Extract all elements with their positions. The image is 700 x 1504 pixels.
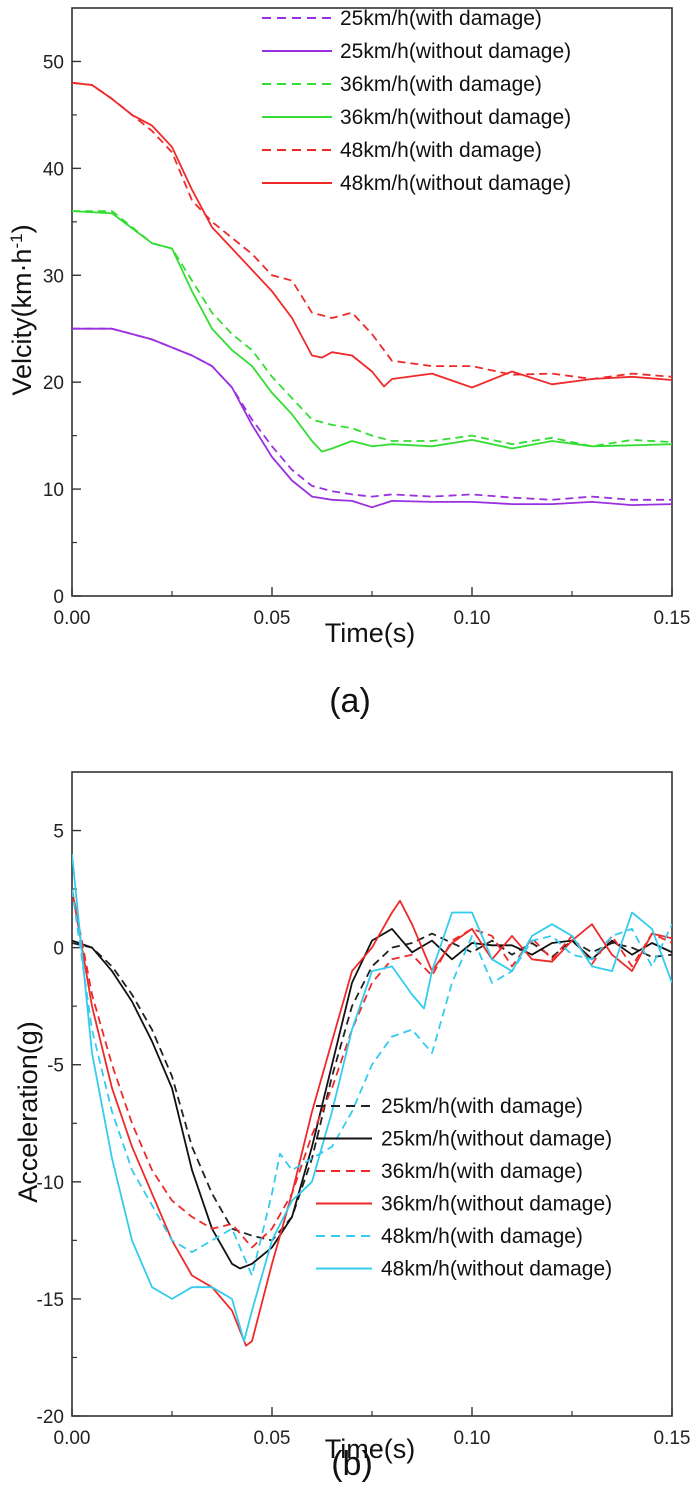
- series-line-1: [72, 932, 672, 1242]
- legend-label-6: 48km/h(without damage): [381, 1258, 612, 1281]
- x-tick-label: 0.10: [454, 1428, 491, 1449]
- legend-label-1: 25km/h(with damage): [381, 1095, 583, 1118]
- legend-label-6: 48km/h(without damage): [340, 172, 571, 195]
- y-tick-label: -15: [37, 1290, 64, 1311]
- y-tick-label: 5: [53, 822, 64, 843]
- y-axis-label: Velcity(km·h-1): [7, 224, 37, 395]
- series-line-4: [72, 210, 672, 453]
- x-tick-label: 0.05: [254, 1428, 291, 1449]
- series-line-2: [72, 928, 672, 1270]
- panel-label: (a): [329, 682, 371, 720]
- y-tick-label: -10: [37, 1173, 64, 1194]
- legend-label-2: 25km/h(without damage): [381, 1128, 612, 1151]
- plot-frame: [71, 771, 673, 1417]
- legend-label-3: 36km/h(with damage): [340, 73, 542, 96]
- y-axis-label-close: ): [7, 224, 37, 233]
- series-line-6: [72, 853, 672, 1342]
- series-line-2: [72, 327, 672, 509]
- panel-label: (b): [331, 1445, 373, 1483]
- y-axis-label-main: Velcity(km·h: [7, 249, 37, 396]
- legend-label-4: 36km/h(without damage): [340, 106, 571, 129]
- legend-label-5: 48km/h(with damage): [381, 1225, 583, 1248]
- x-axis-label: Time(s): [325, 1434, 415, 1464]
- series-line-3: [72, 210, 672, 448]
- x-tick-label: 0.10: [454, 608, 491, 629]
- y-tick-label: -5: [47, 1056, 64, 1077]
- y-axis-label-superscript: -1: [7, 233, 26, 248]
- y-tick-label: 40: [43, 159, 64, 180]
- velocity-chart: 0.00 0.05 0.10 0.15 0 10 20 30 40 50 25km/h(with d…: [7, 7, 690, 720]
- series-line-6: [72, 81, 672, 389]
- series-line-1: [72, 327, 672, 501]
- series-line-5: [72, 888, 672, 1277]
- x-tick-label: 0.00: [54, 608, 91, 629]
- y-tick-label: 20: [43, 373, 64, 394]
- x-axis-label: Time(s): [325, 618, 415, 648]
- y-tick-label: 0: [53, 939, 64, 960]
- legend-label-2: 25km/h(without damage): [340, 40, 571, 63]
- x-tick-label: 0.05: [254, 608, 291, 629]
- x-tick-label: 0.15: [654, 608, 691, 629]
- legend-label-3: 36km/h(with damage): [381, 1160, 583, 1183]
- y-tick-label: -20: [37, 1407, 64, 1428]
- y-tick-label: 0: [53, 587, 64, 608]
- x-tick-label: 0.15: [654, 1428, 691, 1449]
- y-axis-label: Acceleration(g): [13, 1021, 43, 1203]
- legend-label-5: 48km/h(with damage): [340, 139, 542, 162]
- x-tick-label: 0.00: [54, 1428, 91, 1449]
- acceleration-chart: 0.00 0.05 0.10 0.15 -20 -15 -10 -5 0 5 25km/h(with…: [13, 771, 691, 1483]
- legend-label-1: 25km/h(with damage): [340, 7, 542, 30]
- y-axis-label-main: Acceleration(g): [13, 1021, 43, 1203]
- legend-label-4: 36km/h(without damage): [381, 1193, 612, 1216]
- y-tick-label: 10: [43, 480, 64, 501]
- y-tick-label: 50: [43, 52, 64, 73]
- y-tick-label: 30: [43, 266, 64, 287]
